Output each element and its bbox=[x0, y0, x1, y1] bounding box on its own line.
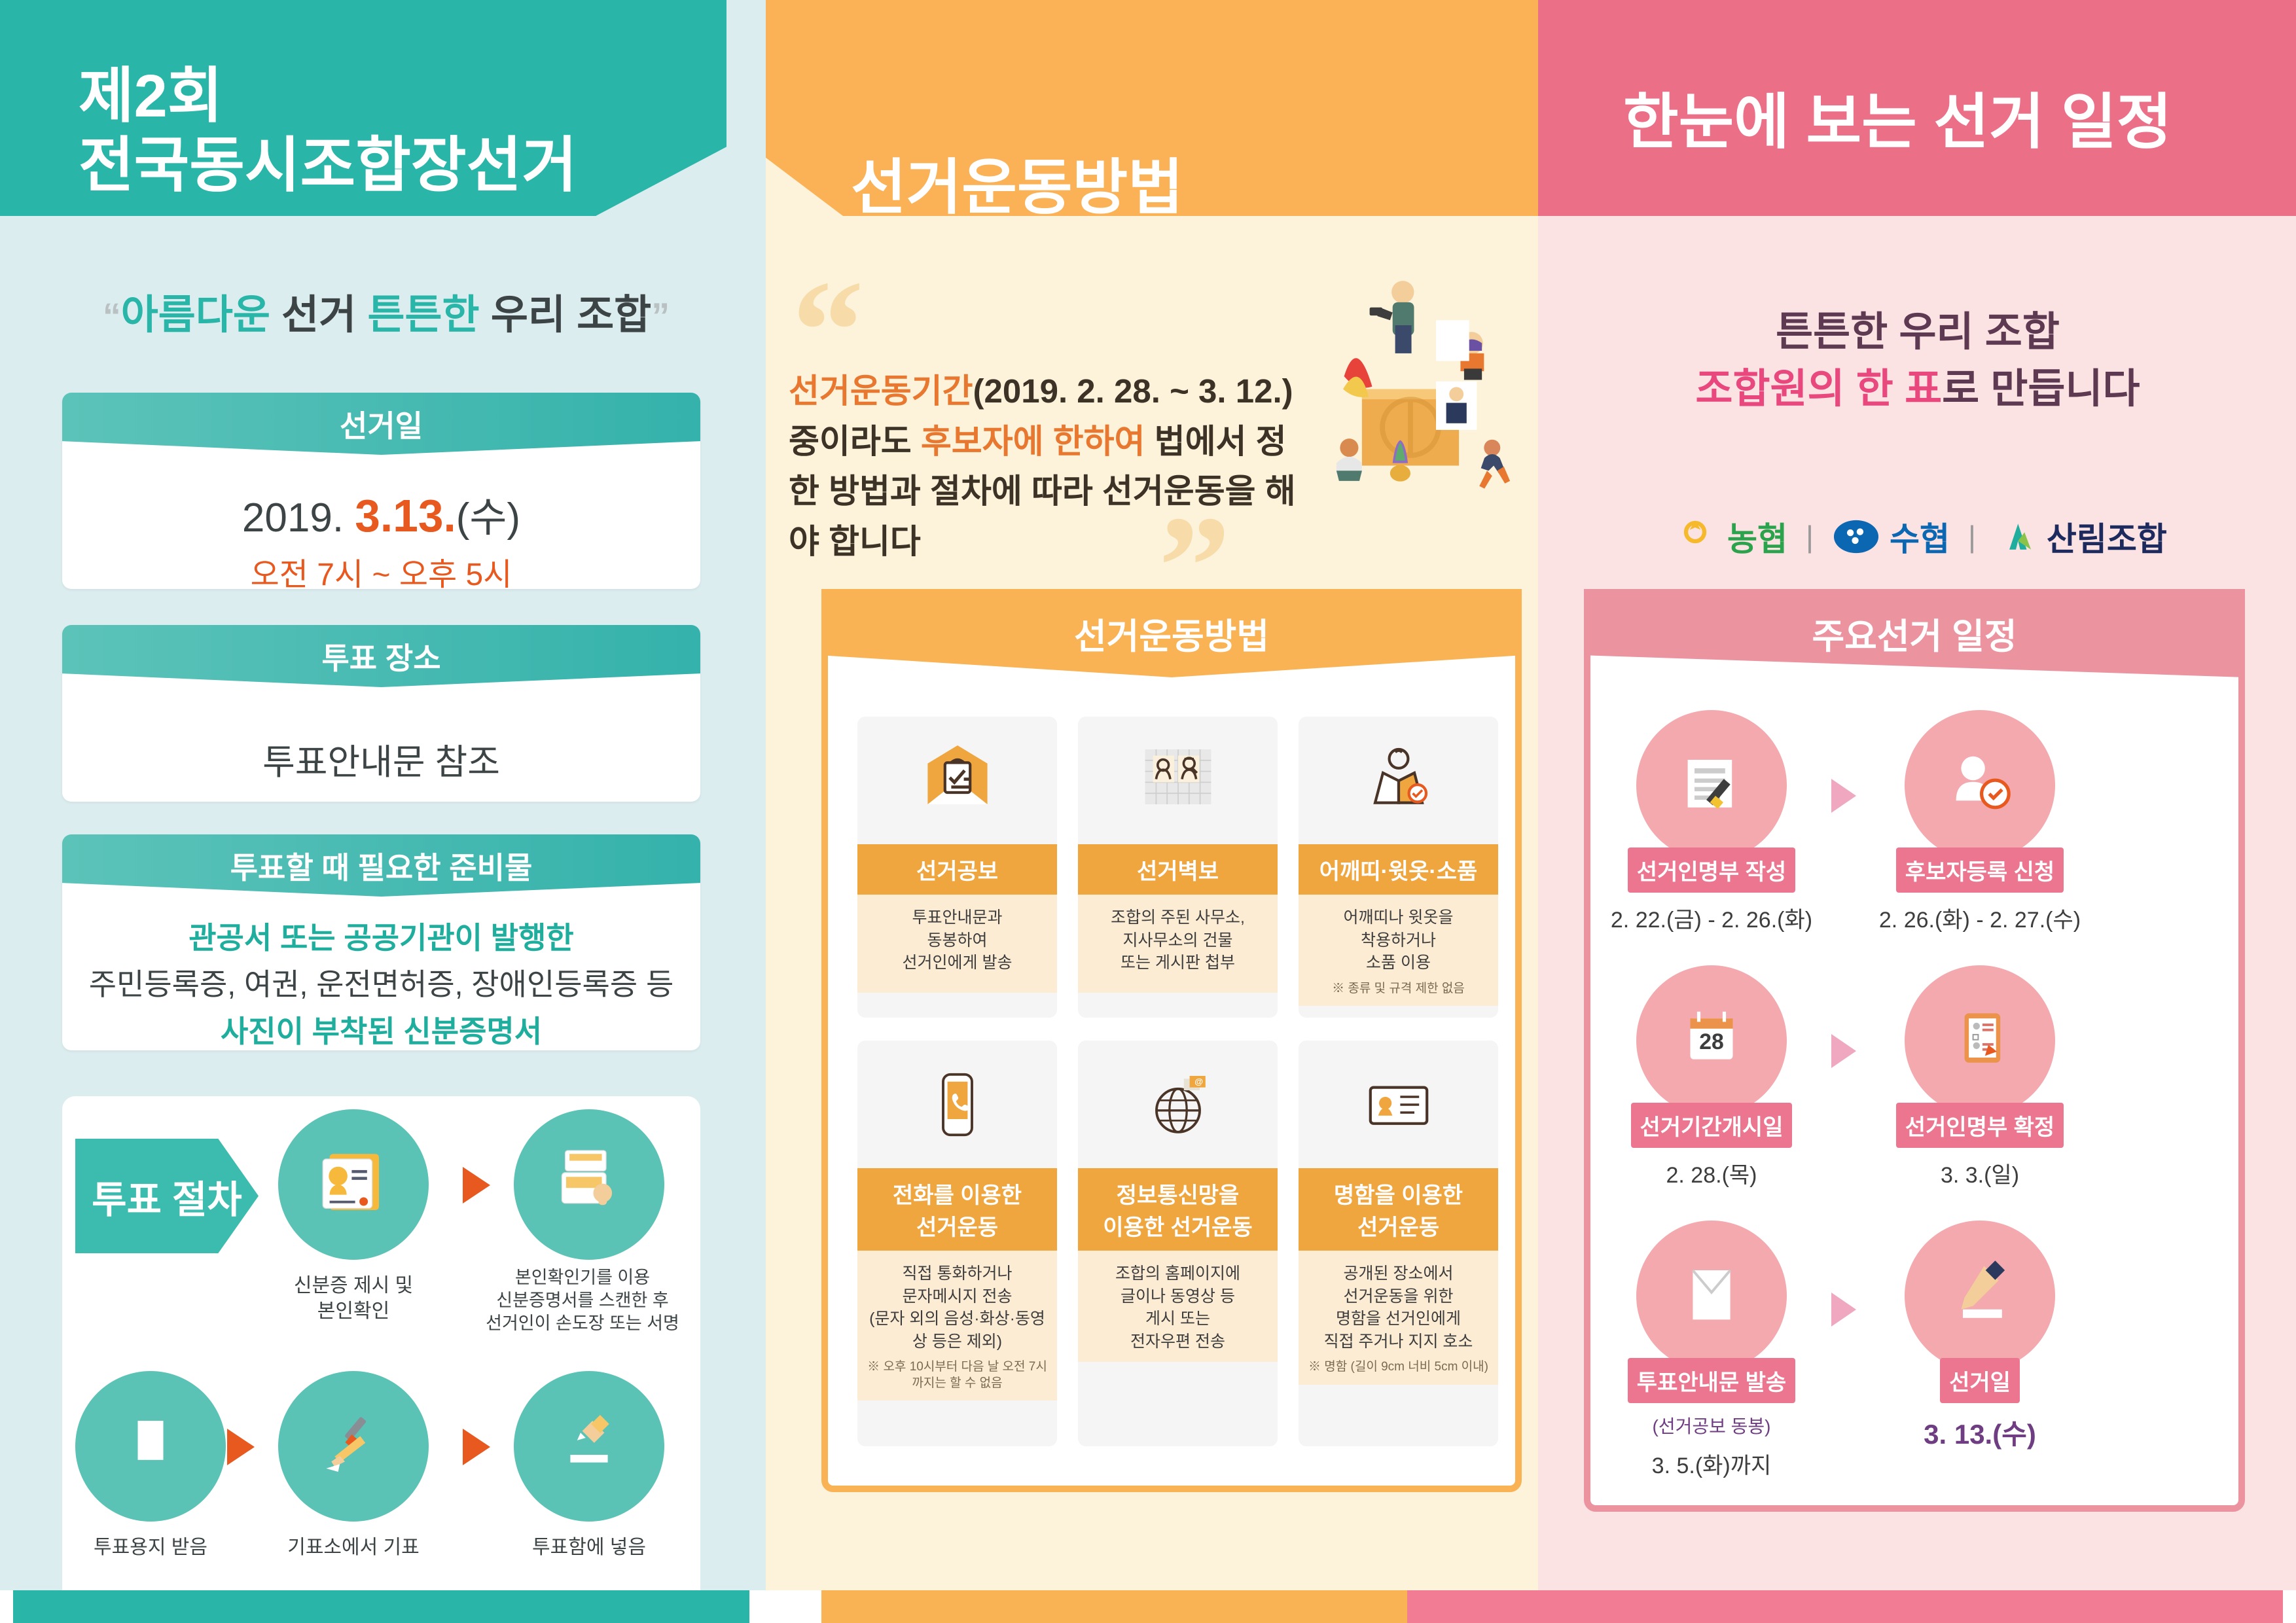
svg-text:@: @ bbox=[1194, 1077, 1203, 1086]
svg-text:28: 28 bbox=[1699, 1029, 1724, 1054]
